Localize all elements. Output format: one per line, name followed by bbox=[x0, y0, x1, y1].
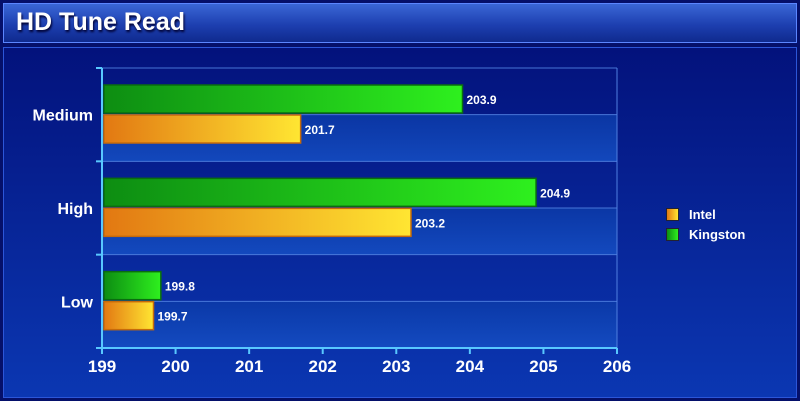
bar-kingston bbox=[103, 270, 162, 301]
chart-title: HD Tune Read bbox=[16, 8, 185, 36]
category-label: Medium bbox=[33, 108, 93, 125]
data-label: 199.7 bbox=[158, 310, 188, 324]
data-label: 199.8 bbox=[165, 280, 195, 294]
legend-label-kingston: Kingston bbox=[689, 226, 746, 242]
bar-intel bbox=[103, 300, 155, 331]
data-label: 201.7 bbox=[305, 123, 335, 137]
x-tick-label: 204 bbox=[456, 357, 485, 376]
data-label: 204.9 bbox=[540, 186, 570, 200]
x-tick-label: 203 bbox=[382, 357, 410, 376]
legend-item-kingston: Kingston bbox=[666, 224, 745, 244]
x-tick-label: 206 bbox=[603, 357, 631, 376]
legend-swatch-kingston bbox=[666, 227, 679, 241]
x-tick-label: 200 bbox=[161, 357, 189, 376]
legend-item-intel: Intel bbox=[666, 204, 745, 224]
x-tick-label: 202 bbox=[309, 357, 337, 376]
bar-intel bbox=[103, 207, 412, 238]
bar-intel bbox=[103, 114, 302, 144]
x-tick-label: 201 bbox=[235, 357, 263, 376]
plot-band bbox=[102, 301, 617, 348]
category-label: High bbox=[57, 201, 93, 218]
x-tick-label: 205 bbox=[529, 357, 557, 376]
title-bar: HD Tune Read bbox=[3, 3, 797, 43]
category-label: Low bbox=[61, 294, 94, 311]
bar-kingston bbox=[103, 84, 464, 114]
bar-kingston bbox=[103, 177, 537, 208]
x-tick-label: 199 bbox=[88, 357, 116, 376]
legend: Intel Kingston bbox=[666, 204, 745, 244]
legend-label-intel: Intel bbox=[689, 206, 716, 222]
data-label: 203.9 bbox=[467, 93, 497, 107]
legend-swatch-intel bbox=[666, 207, 679, 221]
data-label: 203.2 bbox=[415, 216, 445, 230]
